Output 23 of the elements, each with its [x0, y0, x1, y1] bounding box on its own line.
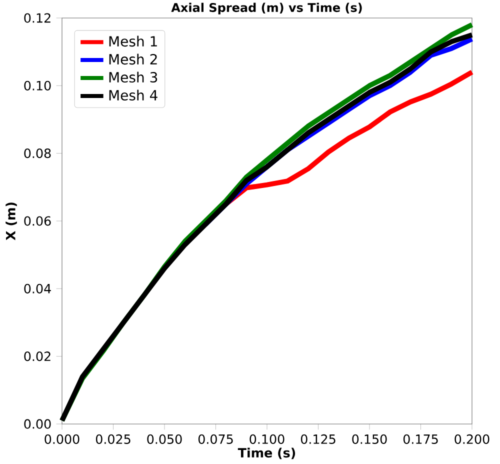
y-tick-label: 0.06	[24, 216, 51, 226]
x-tick-label: 0.000	[44, 434, 80, 444]
y-tick-label: 0.02	[24, 352, 50, 362]
x-tick-label: 0.050	[147, 434, 182, 444]
x-tick-label: 0.125	[300, 434, 336, 444]
y-tick-label: 0.08	[24, 148, 51, 158]
legend-label: Mesh 2	[109, 54, 157, 65]
y-tick-label: 0.12	[24, 13, 50, 23]
x-tick-label: 0.150	[352, 434, 387, 444]
y-tick-label: 0.00	[24, 419, 51, 429]
x-tick-label: 0.175	[403, 434, 438, 444]
y-tick-label: 0.04	[24, 284, 51, 294]
x-tick-label: 0.075	[198, 434, 233, 444]
x-tick-label: 0.100	[250, 434, 284, 444]
y-axis-title: X (m)	[6, 202, 17, 240]
legend-label: Mesh 3	[109, 72, 158, 83]
x-tick-label: 0.200	[454, 434, 490, 444]
legend-label: Mesh 4	[109, 90, 158, 101]
x-tick-label: 0.025	[96, 434, 130, 444]
chart-title: Axial Spread (m) vs Time (s)	[171, 2, 362, 14]
legend-label: Mesh 1	[109, 36, 157, 47]
y-tick-label: 0.10	[24, 80, 51, 90]
x-axis-title: Time (s)	[238, 448, 296, 460]
